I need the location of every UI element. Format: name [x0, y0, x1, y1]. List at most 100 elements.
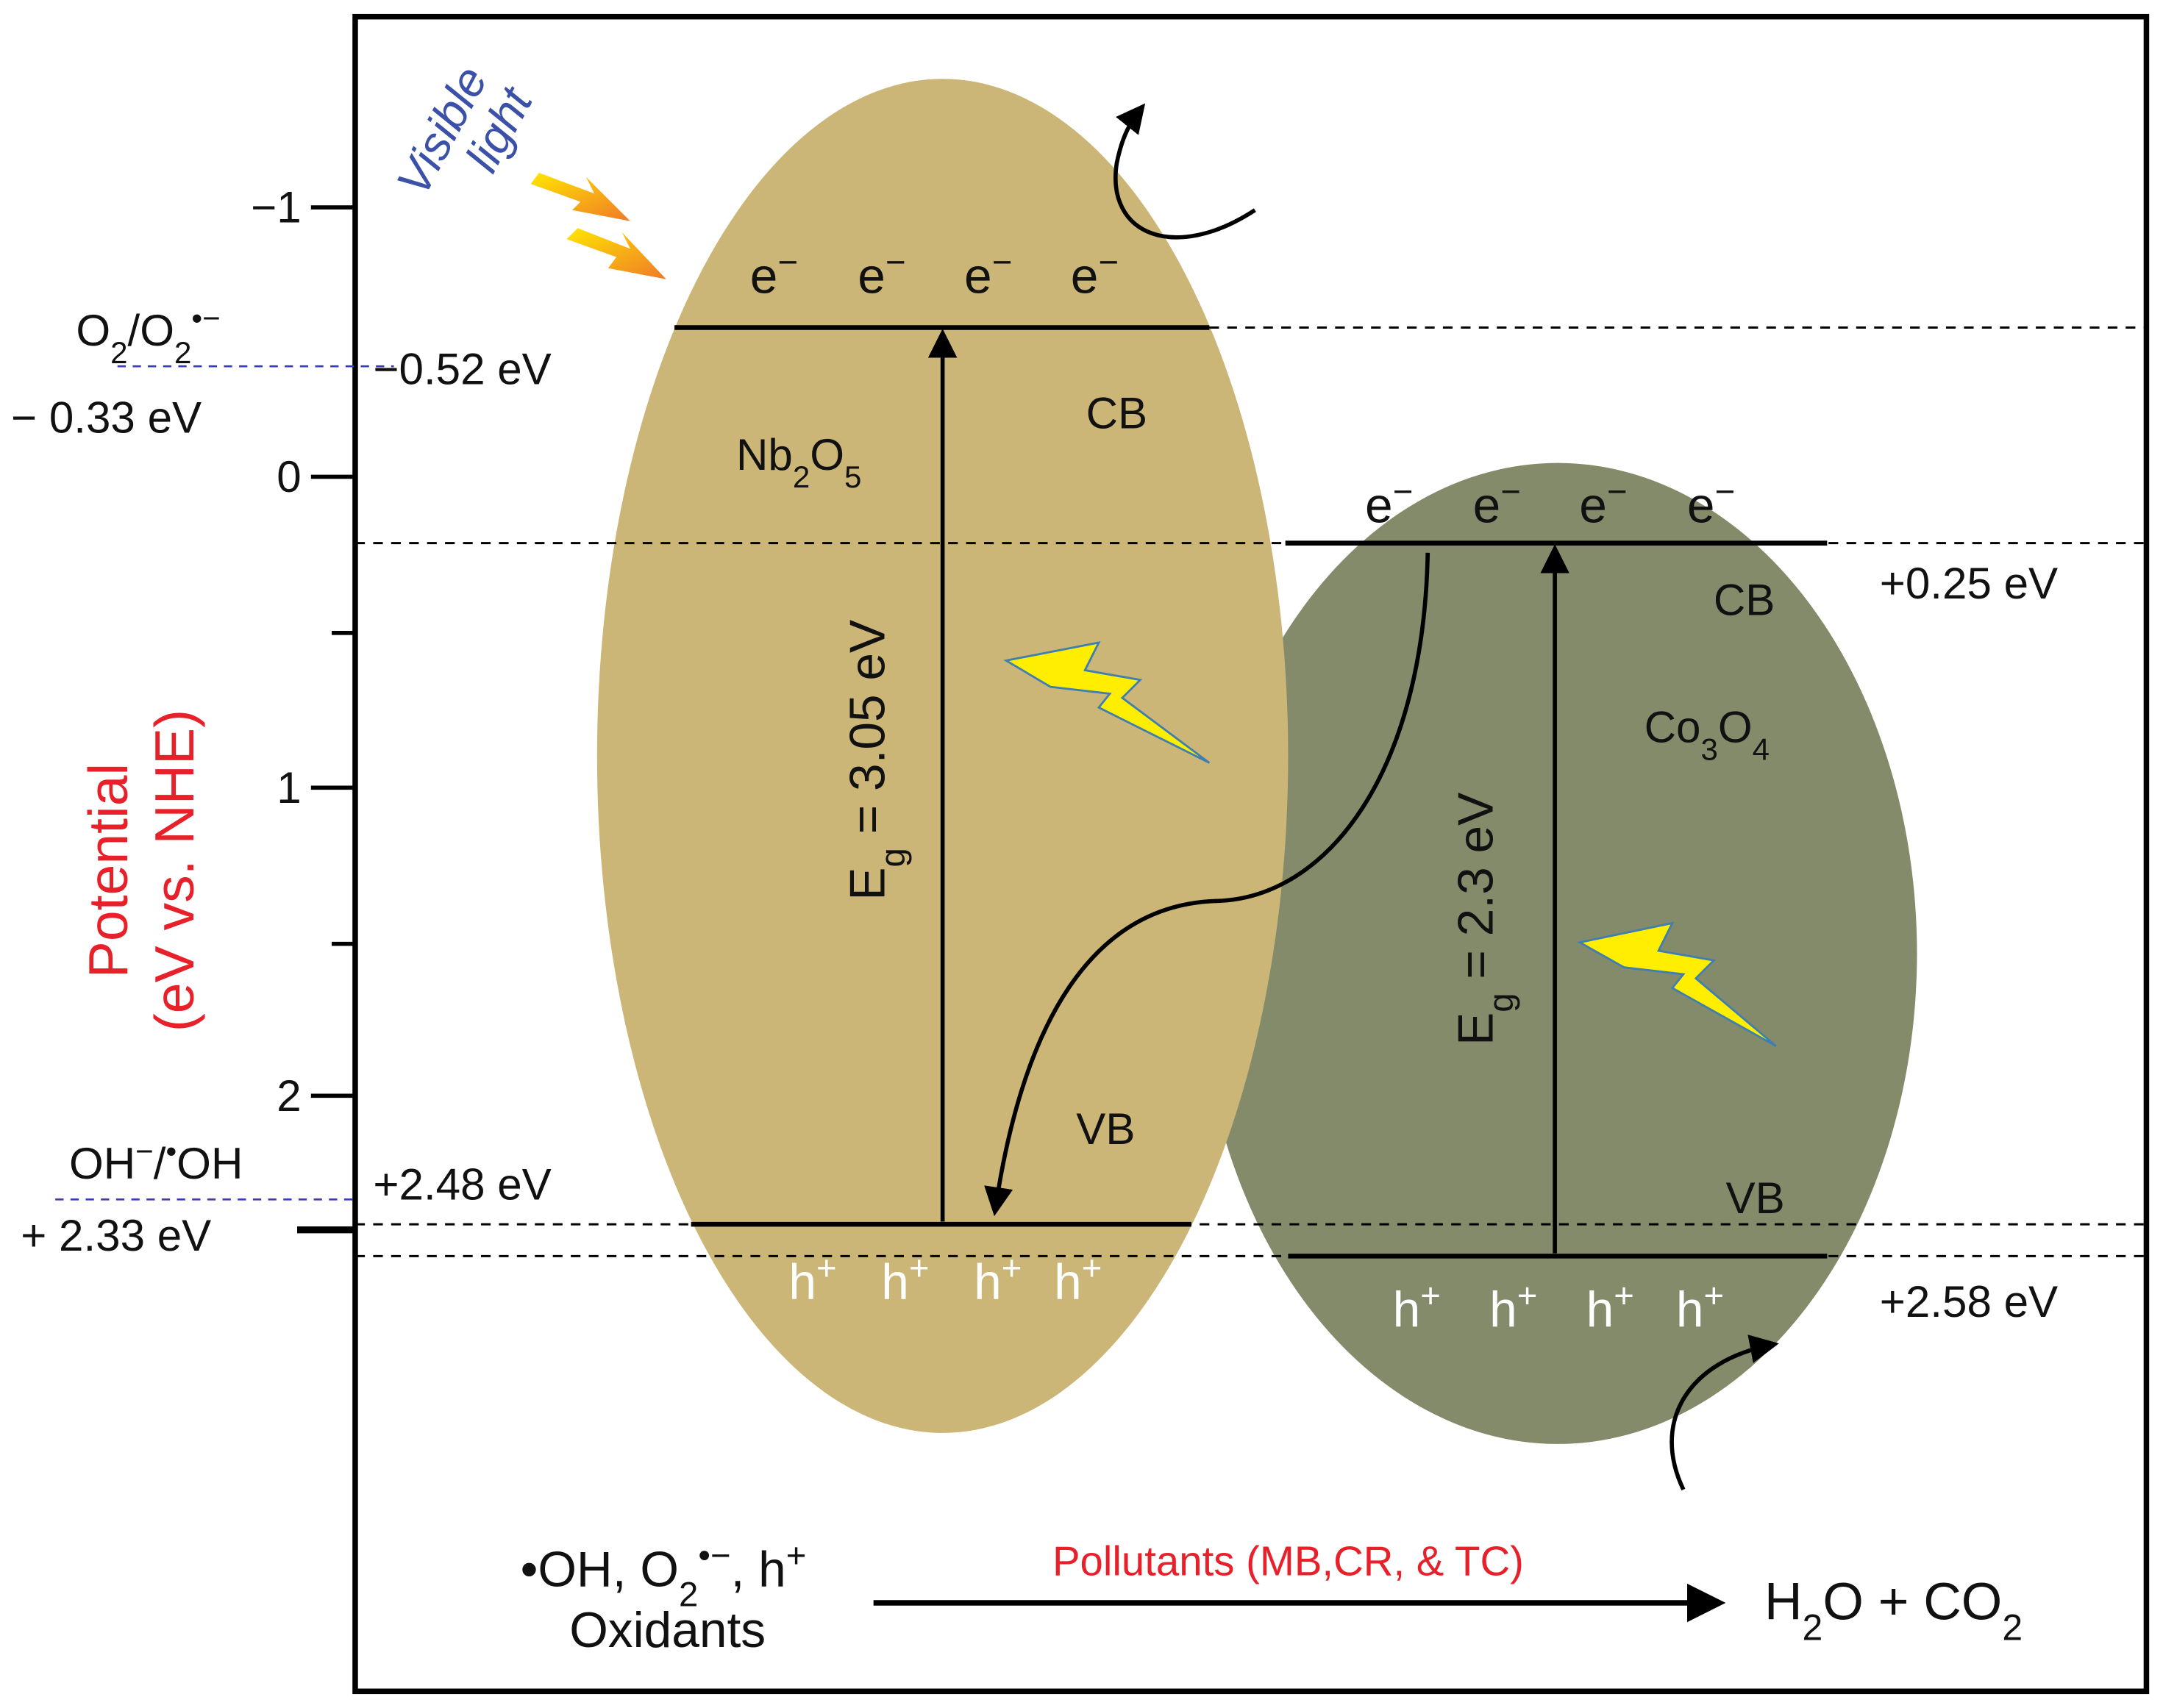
products-part: 2	[1803, 1607, 1823, 1648]
couple-label-part: OH	[69, 1139, 135, 1188]
electron: e−	[964, 243, 1012, 304]
frame	[352, 13, 2150, 1695]
hole-part: h	[881, 1255, 909, 1310]
material-name-part: 4	[1753, 732, 1770, 766]
electron: e−	[750, 243, 798, 304]
cb-label: CB	[1714, 575, 1775, 624]
electron: e−	[1579, 472, 1627, 534]
band-gap-part: = 2.3 eV	[1449, 793, 1504, 993]
hole: h+	[974, 1248, 1022, 1310]
couple-label-part: 2	[174, 335, 191, 369]
material-name-part: Nb	[736, 430, 793, 479]
material-name-part: 5	[844, 460, 861, 494]
material-name-part: O	[1718, 702, 1753, 751]
oxidants-part: •−	[698, 1536, 730, 1575]
electron-part: e	[1473, 478, 1501, 533]
couple-label-part: /	[154, 1139, 166, 1188]
band-gap-part: g	[1481, 993, 1520, 1012]
material-name-part: Co	[1644, 702, 1701, 751]
electron-part: e	[1071, 249, 1099, 304]
electron-part: e	[964, 249, 992, 304]
band-gap-part: E	[841, 867, 896, 900]
band-gap: Eg = 3.05 eV	[841, 620, 913, 901]
material-name-part: O	[810, 430, 844, 479]
hole-part: h	[788, 1255, 816, 1310]
oxidants-part: , h	[731, 1542, 786, 1597]
electron-part: e	[1365, 478, 1393, 533]
oxidants-label: Oxidants	[569, 1603, 766, 1658]
hole-part: +	[1002, 1248, 1022, 1287]
band-gap-part: = 3.05 eV	[841, 620, 896, 848]
electron: e−	[858, 243, 905, 304]
hole-part: +	[816, 1248, 837, 1287]
couple-potential: + 2.33 eV	[21, 1211, 211, 1260]
material-name: Nb2O5	[736, 430, 861, 493]
couple-label-part: −	[135, 1134, 154, 1168]
hole-part: +	[1082, 1248, 1102, 1287]
hole: h+	[1393, 1276, 1441, 1338]
axis-tick-label: −1	[251, 183, 302, 232]
electron-part: e	[1687, 478, 1715, 533]
products: H2O + CO2	[1764, 1573, 2023, 1648]
couple-label-part: 2	[110, 335, 127, 369]
hole: h+	[881, 1248, 929, 1310]
electron-part: −	[992, 243, 1013, 282]
electron: e−	[1687, 472, 1735, 534]
hole-part: +	[1517, 1276, 1538, 1315]
cb-energy: −0.52 eV	[373, 345, 551, 394]
cb-energy: +0.25 eV	[1880, 559, 2058, 608]
hole: h+	[1676, 1276, 1724, 1338]
hole-part: +	[1703, 1276, 1724, 1315]
axis-tick-label: 1	[277, 763, 301, 812]
electron: e−	[1365, 472, 1413, 534]
axis-ticks	[297, 205, 355, 1234]
hole-part: h	[1676, 1282, 1704, 1337]
material-name-part: 3	[1700, 732, 1717, 766]
couple-label-part: •−	[191, 300, 220, 335]
hole-part: h	[1489, 1282, 1517, 1337]
axis-title: Potential (eV vs. NHE)	[77, 710, 205, 1032]
vb-energy: +2.58 eV	[1880, 1277, 2058, 1326]
pollutants: Pollutants (MB,CR, & TC)	[1052, 1537, 1524, 1584]
electron-part: −	[885, 243, 906, 282]
hole: h+	[1586, 1276, 1634, 1338]
oxidants: •OH, O2•−, h+	[521, 1536, 807, 1614]
electron: e−	[1473, 472, 1521, 534]
products-part: H	[1764, 1573, 1803, 1632]
light-arrows	[530, 173, 666, 279]
electron-part: −	[1607, 472, 1628, 511]
hole-part: +	[909, 1248, 930, 1287]
vb-energy: +2.48 eV	[373, 1159, 551, 1209]
hole: h+	[788, 1248, 836, 1310]
electron-part: e	[750, 249, 778, 304]
hole-part: h	[1586, 1282, 1614, 1337]
hole: h+	[1489, 1276, 1537, 1338]
electron-part: e	[858, 249, 885, 304]
axis-title-line: Potential	[77, 763, 139, 978]
couple-label: OH−/•OH	[69, 1134, 243, 1189]
electron-part: e	[1579, 478, 1607, 533]
material-name: Co3O4	[1644, 702, 1770, 765]
couple-label: O2/O2•−	[76, 300, 220, 369]
hole-part: h	[1054, 1255, 1082, 1310]
band-edges	[674, 325, 1828, 1259]
axis-tick-label: 2	[277, 1071, 301, 1121]
couple-lines	[55, 365, 394, 1201]
oxidants-part: •	[521, 1542, 538, 1597]
electron: e−	[1071, 243, 1119, 304]
hole-part: h	[974, 1255, 1002, 1310]
vb-label: VB	[1726, 1173, 1785, 1223]
material-name-part: 2	[793, 460, 810, 494]
band-gap-part: E	[1449, 1012, 1504, 1046]
couple-label-part: •	[165, 1134, 177, 1168]
electron-part: −	[1500, 472, 1521, 511]
co3o4-band	[1198, 462, 1917, 1444]
cb-label: CB	[1086, 389, 1148, 438]
lightning	[1003, 641, 1777, 1047]
electron-part: −	[777, 243, 798, 282]
electron-part: −	[1714, 472, 1735, 511]
oxidants-part: 2	[679, 1575, 698, 1614]
arrows	[873, 103, 1779, 1623]
